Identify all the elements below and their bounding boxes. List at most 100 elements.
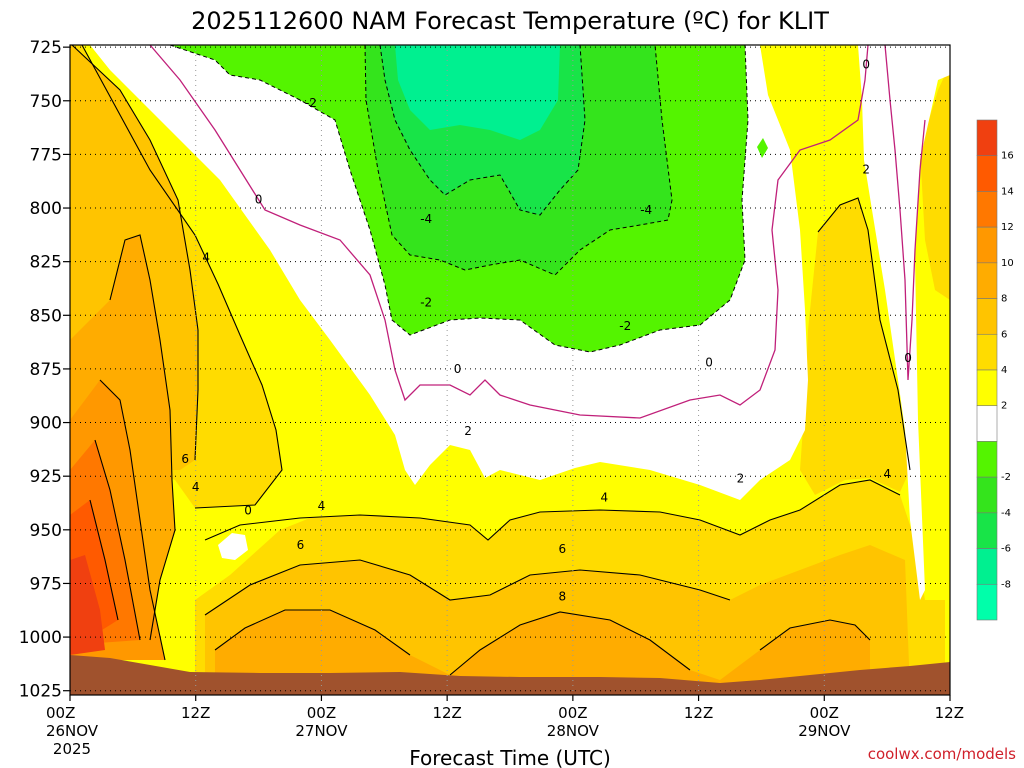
x-tick-label: 00Z [810,704,839,722]
contour-label: -2 [420,295,432,309]
x-tick-label: 00Z [46,704,75,722]
warm-region-4-edge [920,75,950,300]
contour-label: 2 [862,162,870,176]
colorbar-label: 16 [1001,151,1014,162]
colorbar-swatch [976,226,998,264]
colorbar-label: 10 [1001,258,1014,269]
y-tick-label: 1025 [19,682,62,702]
contour-line [71,45,199,461]
contour-label: 6 [181,452,189,466]
x-tick-label: 12Z [935,704,964,722]
colorbar-label: -6 [1001,544,1011,555]
contour-label: 4 [883,467,891,481]
colorbar-swatch [976,298,998,335]
y-tick-label: 975 [30,574,62,594]
ground-terrain [70,655,950,695]
temperature-field [70,45,950,695]
contour-line [99,379,166,661]
x-date-label: 29NOV [798,722,851,740]
contour-line-dashed [379,45,586,216]
contour-label: 2 [464,424,472,438]
contour-lines [71,45,911,676]
contour-line [109,234,176,641]
dashed-contours [169,45,749,353]
x-tick-label: 12Z [432,704,461,722]
y-tick-label: 1000 [19,628,62,648]
colorbar-label: 6 [1001,329,1007,340]
colorbar-swatch [976,583,998,621]
contour-label: 0 [454,362,462,376]
x-tick-label: 00Z [558,704,587,722]
y-tick-label: 800 [30,199,62,219]
contour-label: 4 [202,250,210,264]
x-date-label: 27NOV [295,722,348,740]
contour-line [759,619,871,651]
colorbar-swatch [976,119,998,157]
x-date-label: 28NOV [547,722,600,740]
contour-line [449,611,691,676]
contour-line-zero [884,45,926,381]
warm-region-8-lower [215,610,870,690]
x-tick-label: 12Z [684,704,713,722]
colorbar-swatch [976,333,998,371]
colorbar-label: 12 [1001,222,1014,233]
contour-label: 0 [705,355,713,369]
y-tick-label: 725 [30,38,62,58]
contour-line [204,559,731,616]
y-axis: 725 750 775 800 825 850 875 900 925 950 975 1000 102… [19,38,70,702]
contour-label: 0 [244,504,252,518]
y-tick-label: 875 [30,360,62,380]
colorbar-swatch [976,476,998,514]
neutral-pocket [218,533,248,560]
contour-label: 4 [600,491,608,505]
colorbar-swatch [976,369,998,407]
colorbar-swatch [976,155,998,192]
y-tick-label: 775 [30,145,62,165]
y-tick-label: 950 [30,521,62,541]
y-tick-label: 750 [30,92,62,112]
colorbar-label: 4 [1001,365,1007,376]
contour-line [94,439,141,641]
colorbar-label: 14 [1001,186,1014,197]
colorbar: 16 14 12 10 8 6 4 2 -2 -4 -6 -8 [976,119,1014,621]
colorbar-swatch [976,548,998,585]
contour-label: -4 [640,203,652,217]
x-year-label: 2025 [53,740,91,758]
x-date-label: 26NOV [46,722,99,740]
plot-frame [69,44,951,696]
x-tick-label: 12Z [181,704,210,722]
colorbar-swatch [976,191,998,228]
y-tick-label: 900 [30,414,62,434]
contour-label: -4 [420,212,432,226]
colorbar-label: 2 [1001,401,1007,412]
warm-region-16 [70,555,105,655]
contour-line [214,609,411,656]
contour-label: 8 [559,589,567,603]
colorbar-swatch [976,441,998,478]
chart-title: 2025112600 NAM Forecast Temperature (ºC)… [191,7,829,35]
y-tick-label: 925 [30,467,62,487]
contour-label: 6 [559,542,567,556]
contour-label: -2 [619,319,631,333]
contour-line-zero [149,45,869,419]
y-tick-label: 850 [30,306,62,326]
contour-line [204,479,901,541]
colorbar-label: -2 [1001,472,1011,483]
contour-label: -2 [305,96,317,110]
colorbar-label: 8 [1001,294,1007,305]
contour-line [81,45,283,509]
warm-region-4-right [800,198,910,495]
contour-label: 0 [904,351,912,365]
colorbar-swatch [976,512,998,549]
cold-blob [757,138,768,158]
y-tick-label: 825 [30,253,62,273]
contour-label: 4 [318,499,326,513]
contour-label: 0 [255,192,263,206]
credit-link[interactable]: coolwx.com/models [868,745,1016,763]
contour-label: 2 [737,471,745,485]
neutral-region-right [858,45,950,600]
x-tick-label: 00Z [307,704,336,722]
